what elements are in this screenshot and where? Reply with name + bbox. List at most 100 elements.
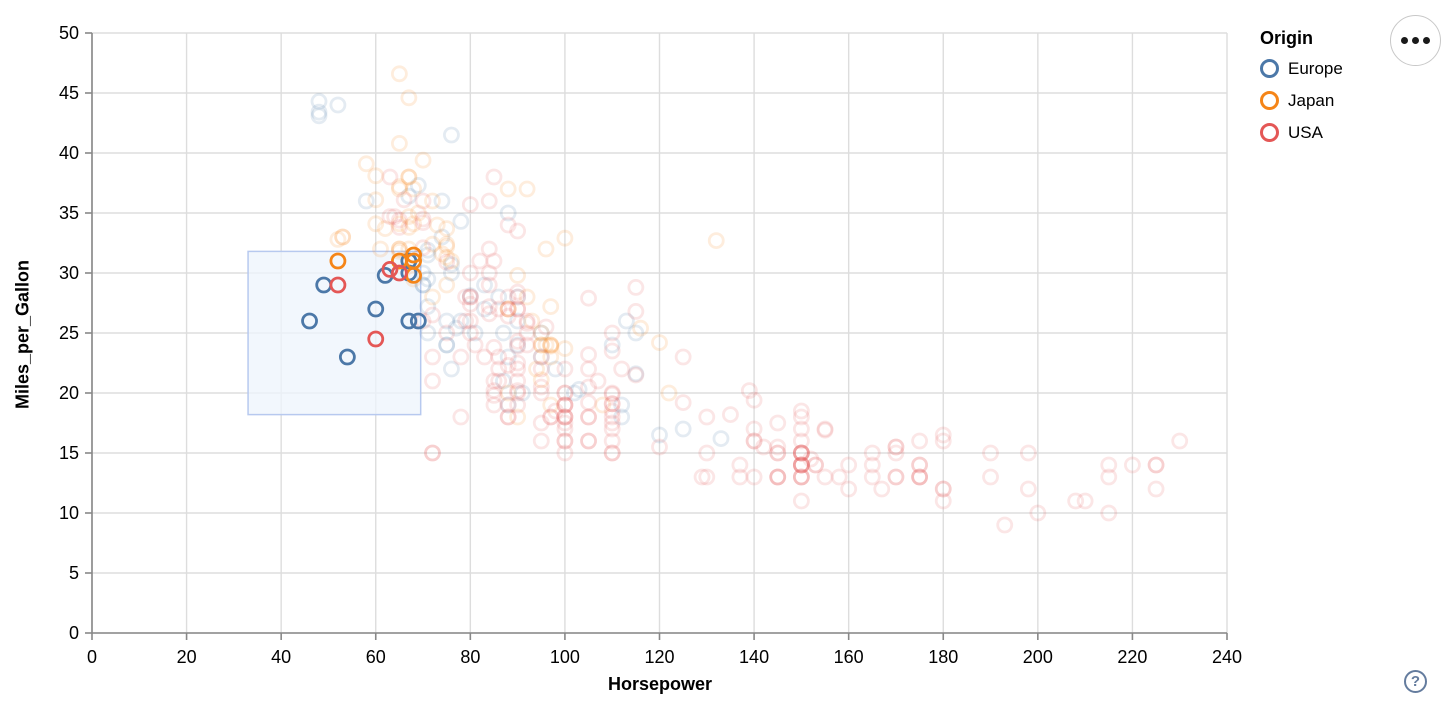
data-point-japan <box>405 180 422 198</box>
data-point-usa <box>509 332 527 350</box>
menu-dot-icon <box>1423 37 1430 44</box>
data-point-japan <box>523 312 541 330</box>
data-point-usa <box>816 421 834 439</box>
data-point-usa <box>911 468 929 486</box>
data-point-japan <box>509 266 527 284</box>
data-point-usa <box>996 516 1014 534</box>
data-point-usa <box>480 276 498 294</box>
data-point-europe <box>443 256 460 274</box>
data-point-europe <box>651 426 668 444</box>
data-point-europe <box>329 96 347 114</box>
data-point-europe <box>438 336 456 354</box>
data-point-usa <box>698 468 716 486</box>
data-point-usa <box>887 468 905 486</box>
data-point-usa <box>807 456 824 474</box>
data-point-usa <box>745 432 763 450</box>
data-point-japan <box>400 168 418 186</box>
data-point-usa <box>490 348 508 366</box>
selected-point-usa <box>390 264 408 282</box>
data-point-usa <box>792 456 810 474</box>
x-tick-label: 100 <box>550 647 580 667</box>
data-point-usa <box>731 468 749 486</box>
data-point-usa <box>381 168 399 186</box>
data-point-usa <box>556 420 574 438</box>
data-point-usa <box>509 382 527 400</box>
data-point-usa <box>934 480 952 498</box>
data-point-europe <box>570 380 588 398</box>
data-point-usa <box>603 402 621 420</box>
data-point-japan <box>390 180 408 198</box>
data-point-usa <box>1029 504 1047 522</box>
data-point-usa <box>627 278 645 296</box>
data-point-japan <box>409 204 427 222</box>
selected-point-japan <box>329 252 347 270</box>
data-point-japan <box>532 324 550 342</box>
data-point-japan <box>414 151 432 169</box>
y-tick-label: 40 <box>59 143 79 163</box>
data-point-usa <box>480 298 498 316</box>
x-tick-label: 220 <box>1117 647 1147 667</box>
data-point-usa <box>509 300 527 318</box>
data-point-japan <box>400 168 418 186</box>
data-point-europe <box>617 312 635 330</box>
data-point-japan <box>443 252 460 270</box>
data-point-usa <box>792 444 810 462</box>
data-point-usa <box>556 408 574 426</box>
data-point-usa <box>466 336 484 354</box>
data-point-europe <box>438 312 456 330</box>
data-point-usa <box>627 302 645 320</box>
usa-ring-icon <box>1260 123 1279 142</box>
data-point-usa <box>580 432 597 450</box>
data-point-usa <box>461 295 479 313</box>
data-point-usa <box>395 191 413 209</box>
data-point-japan <box>499 300 517 318</box>
data-point-usa <box>792 420 810 438</box>
x-axis-title: Horsepower <box>607 674 713 694</box>
help-icon[interactable]: ? <box>1404 670 1427 693</box>
data-point-usa <box>792 444 810 462</box>
data-point-usa <box>485 168 503 186</box>
data-point-japan <box>556 229 574 247</box>
data-point-japan <box>390 134 408 152</box>
data-point-europe <box>400 187 418 205</box>
data-point-usa <box>461 288 479 306</box>
options-menu-button[interactable] <box>1390 15 1441 66</box>
data-point-usa <box>769 438 787 456</box>
data-point-europe <box>627 324 645 342</box>
data-point-usa <box>1067 492 1085 510</box>
y-tick-label: 30 <box>59 263 79 283</box>
data-point-europe <box>414 276 432 294</box>
data-point-usa <box>532 378 550 396</box>
data-point-usa <box>556 408 574 426</box>
data-point-usa <box>863 468 881 486</box>
data-point-usa <box>745 391 763 409</box>
data-point-europe <box>613 396 631 414</box>
data-point-japan <box>400 208 418 226</box>
data-point-japan <box>424 235 441 253</box>
data-point-usa <box>934 426 952 444</box>
data-point-usa <box>580 408 597 426</box>
data-point-usa <box>556 396 574 414</box>
x-tick-label: 20 <box>177 647 197 667</box>
data-point-japan <box>424 192 441 210</box>
data-point-usa <box>731 456 749 474</box>
data-point-usa <box>509 283 527 301</box>
legend-label-europe: Europe <box>1288 59 1343 78</box>
x-tick-label: 180 <box>928 647 958 667</box>
y-tick-label: 10 <box>59 503 79 523</box>
data-point-japan <box>532 336 550 354</box>
data-point-usa <box>769 468 787 486</box>
data-point-usa <box>438 253 456 271</box>
data-point-europe <box>476 300 493 318</box>
data-point-usa <box>556 384 574 402</box>
data-point-usa <box>547 402 564 420</box>
data-point-japan <box>367 191 385 209</box>
data-point-usa <box>580 378 597 396</box>
data-point-europe <box>438 336 456 354</box>
data-point-usa <box>816 420 834 438</box>
data-point-japan <box>424 288 441 306</box>
data-point-usa <box>911 456 929 474</box>
data-point-europe <box>547 360 564 378</box>
